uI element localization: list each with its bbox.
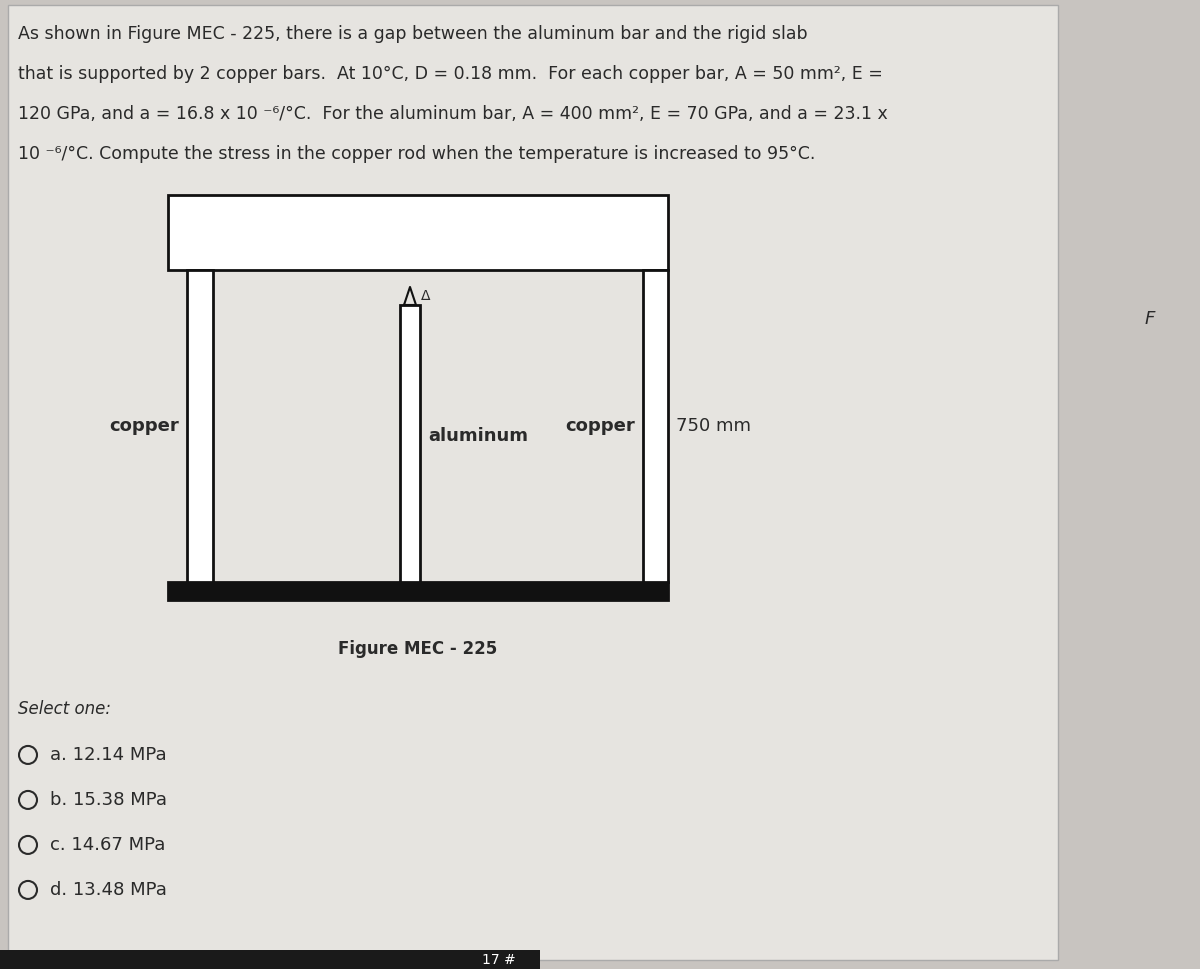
Bar bbox=[187, 270, 214, 582]
Text: a. 12.14 MPa: a. 12.14 MPa bbox=[50, 746, 167, 764]
Text: Select one:: Select one: bbox=[18, 700, 112, 718]
Text: that is supported by 2 copper bars.  At 10°C, D = 0.18 mm.  For each copper bar,: that is supported by 2 copper bars. At 1… bbox=[18, 65, 883, 83]
Text: 17 #: 17 # bbox=[482, 953, 516, 967]
Text: F: F bbox=[1145, 310, 1156, 328]
Text: b. 15.38 MPa: b. 15.38 MPa bbox=[50, 791, 167, 809]
Text: c. 14.67 MPa: c. 14.67 MPa bbox=[50, 836, 166, 854]
Text: 750 mm: 750 mm bbox=[676, 417, 751, 435]
Text: copper: copper bbox=[109, 417, 179, 435]
Bar bbox=[168, 195, 668, 270]
Bar bbox=[0, 950, 540, 969]
Text: d. 13.48 MPa: d. 13.48 MPa bbox=[50, 881, 167, 899]
Text: Figure MEC - 225: Figure MEC - 225 bbox=[338, 640, 498, 658]
Bar bbox=[8, 5, 1058, 960]
Text: aluminum: aluminum bbox=[428, 427, 528, 445]
Bar bbox=[400, 305, 420, 582]
Text: 120 GPa, and a = 16.8 x 10 ⁻⁶/°C.  For the aluminum bar, A = 400 mm², E = 70 GPa: 120 GPa, and a = 16.8 x 10 ⁻⁶/°C. For th… bbox=[18, 105, 888, 123]
Bar bbox=[643, 270, 668, 582]
Text: 10 ⁻⁶/°C. Compute the stress in the copper rod when the temperature is increased: 10 ⁻⁶/°C. Compute the stress in the copp… bbox=[18, 145, 815, 163]
Text: As shown in Figure MEC - 225, there is a gap between the aluminum bar and the ri: As shown in Figure MEC - 225, there is a… bbox=[18, 25, 808, 43]
Text: Δ: Δ bbox=[421, 289, 431, 303]
Bar bbox=[168, 582, 668, 600]
Text: copper: copper bbox=[565, 417, 635, 435]
